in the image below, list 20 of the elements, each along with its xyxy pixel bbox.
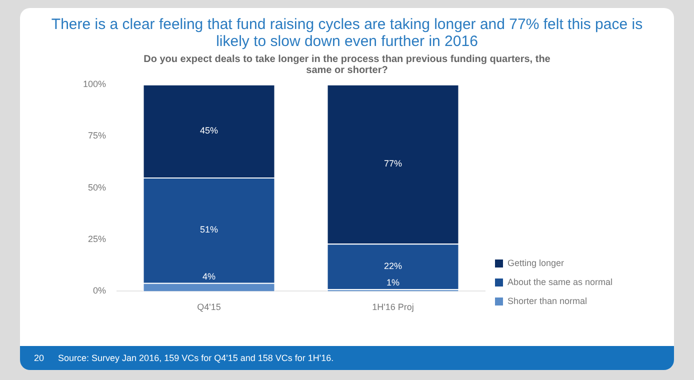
chart-subtitle: Do you expect deals to take longer in the process than previous funding quarters, the same or shorter? bbox=[142, 54, 552, 76]
legend-label: Shorter than normal bbox=[508, 296, 588, 306]
y-tick-label: 25% bbox=[88, 234, 106, 244]
data-label: 4% bbox=[202, 271, 216, 282]
y-tick-label: 50% bbox=[88, 182, 106, 192]
y-tick-label: 75% bbox=[88, 130, 106, 141]
legend-label: About the same as normal bbox=[508, 276, 613, 287]
y-tick-label: 100% bbox=[82, 78, 106, 89]
x-tick-label: Q4'15 bbox=[197, 302, 221, 312]
data-label: 45% bbox=[200, 125, 218, 136]
legend-label: Getting longer bbox=[508, 258, 564, 268]
data-label: 1% bbox=[386, 278, 400, 288]
source-note: Source: Survey Jan 2016, 159 VCs for Q4'15 and 158 VCs for 1H'16. bbox=[58, 353, 334, 363]
x-tick-label: 1H'16 Proj bbox=[372, 302, 414, 312]
chart-title: There is a clear feeling that fund raising cycles are taking longer and 77% felt this pace is likely to slow down even further in 2016 bbox=[50, 16, 644, 50]
data-label: 22% bbox=[384, 260, 402, 271]
data-label: 77% bbox=[384, 158, 402, 168]
text: 20 bbox=[34, 353, 44, 363]
data-label: 51% bbox=[200, 224, 218, 235]
y-tick-label: 0% bbox=[93, 286, 106, 296]
